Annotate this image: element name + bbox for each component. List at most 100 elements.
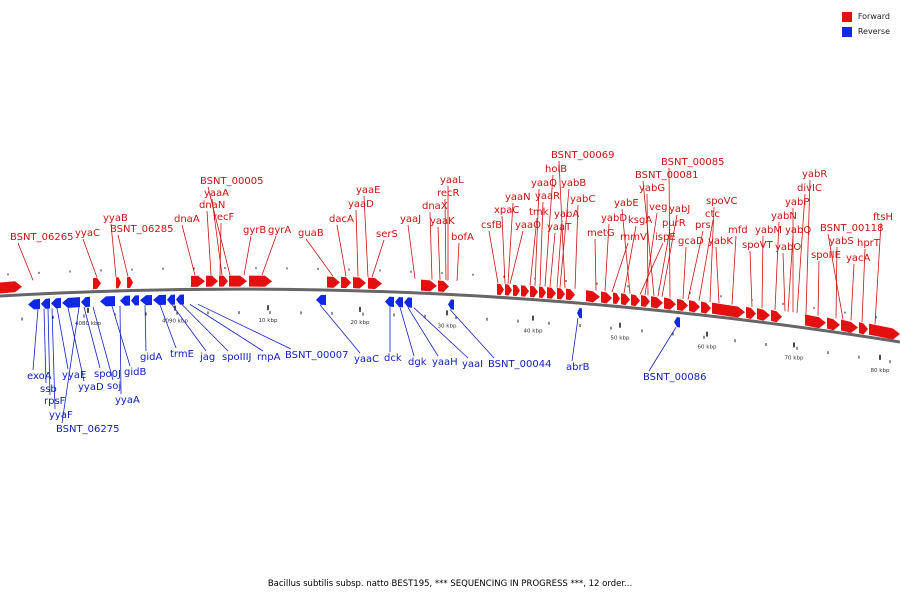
forward-gene-label[interactable]: mfd [728, 225, 748, 236]
forward-gene-arrow[interactable] [664, 297, 676, 310]
forward-gene-label[interactable]: yaaL [440, 175, 464, 186]
forward-gene-arrow[interactable] [116, 277, 121, 289]
reverse-gene-label[interactable]: gidA [140, 352, 162, 363]
reverse-gene-label[interactable]: BSNT_00007 [285, 350, 348, 361]
forward-gene-label[interactable]: yyaC [75, 228, 100, 239]
forward-gene-label[interactable]: veg [649, 202, 667, 213]
forward-gene-label[interactable]: purR [662, 218, 686, 229]
forward-gene-label[interactable]: gyrB [243, 225, 266, 236]
forward-gene-label[interactable]: metG [587, 228, 615, 239]
forward-gene-label[interactable]: rnmV [620, 232, 647, 243]
forward-gene-label[interactable]: yabJ [669, 204, 690, 215]
forward-gene-label[interactable]: yaaN [505, 192, 531, 203]
forward-gene-label[interactable]: yaaA [204, 188, 229, 199]
reverse-gene-label[interactable]: gidB [124, 367, 146, 378]
reverse-gene-label[interactable]: spo0J [94, 369, 121, 380]
reverse-gene-arrow[interactable] [28, 298, 40, 310]
forward-gene-label[interactable]: yacA [846, 253, 871, 264]
reverse-gene-arrow[interactable] [674, 317, 680, 328]
forward-gene-arrow[interactable] [438, 280, 449, 292]
forward-gene-arrow[interactable] [757, 308, 770, 321]
reverse-gene-label[interactable]: spoIIIJ [222, 352, 251, 363]
forward-gene-label[interactable]: holB [545, 164, 567, 175]
forward-gene-label[interactable]: yabR [802, 169, 827, 180]
forward-gene-arrow[interactable] [841, 319, 858, 333]
forward-gene-arrow[interactable] [651, 296, 663, 309]
forward-gene-arrow[interactable] [530, 285, 538, 298]
forward-gene-label[interactable]: dnaX [422, 201, 448, 212]
forward-gene-label[interactable]: dnaN [199, 200, 225, 211]
reverse-gene-arrow[interactable] [395, 297, 403, 308]
forward-gene-label[interactable]: yabM [755, 225, 782, 236]
forward-gene-arrow[interactable] [206, 275, 218, 287]
forward-gene-arrow[interactable] [249, 275, 272, 287]
forward-gene-label[interactable]: yabB [561, 178, 586, 189]
forward-gene-label[interactable]: spoIIE [811, 250, 841, 261]
reverse-gene-arrow[interactable] [176, 294, 184, 305]
forward-gene-arrow[interactable] [421, 279, 437, 292]
forward-gene-arrow[interactable] [689, 300, 700, 313]
reverse-gene-arrow[interactable] [316, 294, 326, 306]
forward-gene-arrow[interactable] [701, 301, 711, 314]
forward-gene-arrow[interactable] [353, 277, 366, 289]
forward-gene-label[interactable]: spoVT [742, 240, 774, 251]
reverse-gene-arrow[interactable] [140, 295, 152, 306]
forward-gene-label[interactable]: xpaC [494, 205, 519, 216]
forward-gene-label[interactable]: yyaB [103, 213, 128, 224]
forward-gene-label[interactable]: yabG [639, 183, 665, 194]
forward-gene-arrow[interactable] [521, 285, 529, 297]
forward-gene-label[interactable]: dnaA [174, 214, 200, 225]
forward-gene-arrow[interactable] [601, 291, 612, 304]
forward-gene-arrow[interactable] [229, 275, 247, 287]
forward-gene-arrow[interactable] [368, 277, 382, 290]
forward-gene-label[interactable]: BSNT_06265 [10, 232, 73, 243]
forward-gene-label[interactable]: yabE [614, 198, 639, 209]
forward-gene-arrow[interactable] [497, 283, 504, 296]
forward-gene-label[interactable]: yaaQ [531, 178, 557, 189]
forward-gene-arrow[interactable] [191, 275, 205, 287]
legend-forward[interactable]: Forward [841, 9, 890, 24]
forward-gene-label[interactable]: tmk [529, 207, 549, 218]
forward-gene-arrow[interactable] [859, 322, 868, 335]
reverse-gene-arrow[interactable] [153, 294, 166, 305]
reverse-gene-label[interactable]: yaaH [432, 357, 458, 368]
forward-gene-label[interactable]: yabC [570, 194, 595, 205]
forward-gene-label[interactable]: yaaE [356, 185, 381, 196]
forward-gene-label[interactable]: yabQ [785, 225, 811, 236]
forward-gene-label[interactable]: yaaT [547, 222, 572, 233]
forward-gene-arrow[interactable] [621, 293, 630, 306]
reverse-gene-arrow[interactable] [62, 297, 80, 308]
reverse-gene-label[interactable]: BSNT_00044 [488, 359, 551, 370]
forward-gene-arrow[interactable] [513, 284, 520, 297]
reverse-gene-label[interactable]: yaaC [354, 354, 379, 365]
forward-gene-arrow[interactable] [341, 276, 351, 289]
reverse-gene-label[interactable]: yyaE [62, 370, 86, 381]
forward-gene-label[interactable]: yabN [771, 211, 797, 222]
forward-gene-arrow[interactable] [127, 276, 133, 289]
reverse-gene-arrow[interactable] [404, 297, 412, 308]
forward-gene-label[interactable]: yabO [775, 242, 801, 253]
reverse-gene-label[interactable]: BSNT_00086 [643, 372, 706, 383]
forward-gene-arrow[interactable] [771, 309, 782, 323]
forward-gene-label[interactable]: yaaJ [400, 214, 421, 225]
forward-gene-label[interactable]: spoVC [706, 196, 738, 207]
forward-gene-arrow[interactable] [631, 294, 640, 307]
forward-gene-label[interactable]: yaaD [348, 199, 374, 210]
reverse-gene-arrow[interactable] [41, 298, 50, 309]
forward-gene-label[interactable]: serS [376, 229, 398, 240]
reverse-gene-label[interactable]: jag [199, 352, 215, 363]
reverse-gene-label[interactable]: yyaD [78, 382, 104, 393]
reverse-gene-label[interactable]: exoA [27, 371, 52, 382]
reverse-gene-label[interactable]: rnpA [257, 352, 281, 363]
reverse-gene-arrow[interactable] [81, 296, 90, 308]
reverse-gene-arrow[interactable] [577, 307, 582, 319]
forward-gene-arrow[interactable] [641, 295, 650, 308]
forward-gene-label[interactable]: BSNT_00069 [551, 150, 614, 161]
forward-gene-label[interactable]: yabP [785, 197, 809, 208]
reverse-gene-label[interactable]: yyaA [115, 395, 140, 406]
reverse-gene-arrow[interactable] [120, 295, 130, 306]
forward-gene-arrow[interactable] [0, 281, 22, 294]
reverse-gene-label[interactable]: BSNT_06275 [56, 424, 119, 435]
forward-gene-arrow[interactable] [327, 276, 340, 288]
forward-gene-label[interactable]: gcaD [678, 236, 704, 247]
